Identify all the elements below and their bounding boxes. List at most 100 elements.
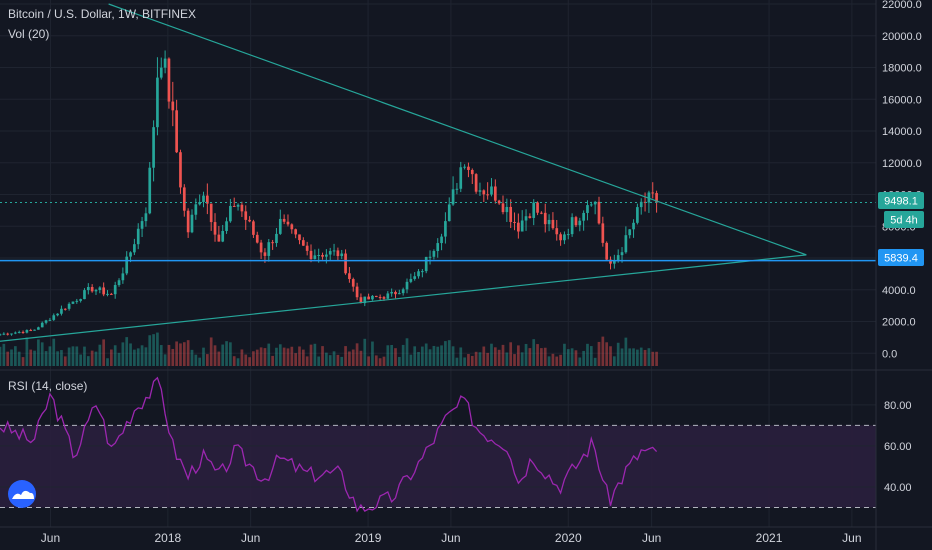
volume-bar <box>175 341 178 366</box>
volume-bar <box>29 349 33 366</box>
volume-bar <box>351 349 355 366</box>
volume-bar <box>605 342 609 366</box>
volume-bar <box>359 350 363 366</box>
candle-body <box>98 287 102 291</box>
volume-bar <box>133 349 136 366</box>
volume-bar <box>294 353 298 366</box>
candle-body <box>205 195 209 204</box>
candle-body <box>121 273 125 281</box>
volume-bar <box>10 349 13 366</box>
candle-body <box>597 201 601 224</box>
candle-body <box>609 259 612 264</box>
candle-body <box>186 210 190 233</box>
volume-bar <box>159 345 163 366</box>
volume-bar <box>405 338 409 366</box>
volume-bar <box>0 346 2 366</box>
candle-body <box>524 216 528 221</box>
candle-body <box>282 218 286 222</box>
volume-bar <box>325 352 328 366</box>
level-value: 5839.4 <box>884 253 918 265</box>
tradingview-logo[interactable] <box>8 480 36 508</box>
candle-body <box>593 201 597 205</box>
volume-bar <box>17 351 21 366</box>
countdown-badge-bg <box>884 211 924 228</box>
candle-body <box>551 219 555 229</box>
candle-body <box>156 77 159 128</box>
level-badge-bg <box>878 249 924 266</box>
volume-bar <box>463 357 466 366</box>
candle-body <box>125 256 129 274</box>
volume-bar <box>163 354 167 366</box>
candle-body <box>543 212 547 225</box>
candle-body <box>332 250 336 252</box>
candle-body <box>6 333 10 335</box>
candle-body <box>540 212 543 214</box>
volume-bar <box>328 355 332 366</box>
rsi-tick-label: 40.00 <box>884 482 912 494</box>
candle-body <box>559 234 562 241</box>
volume-bar <box>113 345 117 366</box>
candle-body <box>225 221 228 231</box>
candle-body <box>601 223 605 243</box>
candle-body <box>48 319 52 321</box>
volume-bar <box>440 345 443 366</box>
volume-bars <box>0 332 658 366</box>
volume-bar <box>497 349 501 366</box>
volume-bar <box>639 347 643 366</box>
candle-body <box>136 228 140 245</box>
volume-bar <box>378 358 382 366</box>
trendline <box>108 3 807 256</box>
volume-bar <box>628 348 632 366</box>
candle-body <box>639 201 643 208</box>
volume-bar <box>2 343 6 366</box>
volume-bar <box>152 334 155 366</box>
candle-body <box>463 166 466 168</box>
candle-body <box>344 253 347 274</box>
volume-bar <box>436 346 440 366</box>
candle-body <box>628 229 632 236</box>
volume-bar <box>156 332 159 366</box>
candle-body <box>129 252 132 257</box>
volume-bar <box>148 335 152 366</box>
volume-bar <box>171 348 175 366</box>
volume-bar <box>209 337 213 366</box>
volume-bar <box>340 356 344 366</box>
candle-body <box>547 219 551 225</box>
candle-body <box>651 192 655 194</box>
volume-bar <box>321 346 324 366</box>
rsi-band <box>0 425 876 508</box>
volume-bar <box>501 344 505 366</box>
candle-body <box>175 110 178 153</box>
candle-body <box>397 293 401 295</box>
candle-body <box>359 297 363 304</box>
volume-bar <box>509 342 513 366</box>
candle-body <box>405 281 409 290</box>
volume-bar <box>459 347 463 366</box>
volume-bar <box>620 348 624 366</box>
price-tick-label: 18000.0 <box>882 63 922 75</box>
volume-bar <box>290 346 294 366</box>
price-tick-label: 0.0 <box>882 348 897 360</box>
volume-bar <box>578 357 582 366</box>
candle-body <box>325 254 328 257</box>
candle-body <box>520 220 524 232</box>
candle-body <box>570 217 574 235</box>
candle-body <box>106 293 109 295</box>
candle-body <box>555 228 559 235</box>
volume-bar <box>401 344 405 366</box>
candle-body <box>117 280 121 286</box>
countdown-value: 5d 4h <box>890 215 918 227</box>
volume-bar <box>528 348 532 366</box>
candle-body <box>56 313 59 316</box>
candle-body <box>110 293 113 295</box>
volume-bar <box>102 339 106 366</box>
volume-bar <box>490 343 493 366</box>
candle-body <box>90 287 94 292</box>
candle-body <box>401 289 405 294</box>
volume-bar <box>217 351 221 366</box>
price-tick-label: 14000.0 <box>882 126 922 138</box>
volume-bar <box>106 358 109 366</box>
candle-body <box>240 204 244 212</box>
volume-bar <box>75 346 79 366</box>
